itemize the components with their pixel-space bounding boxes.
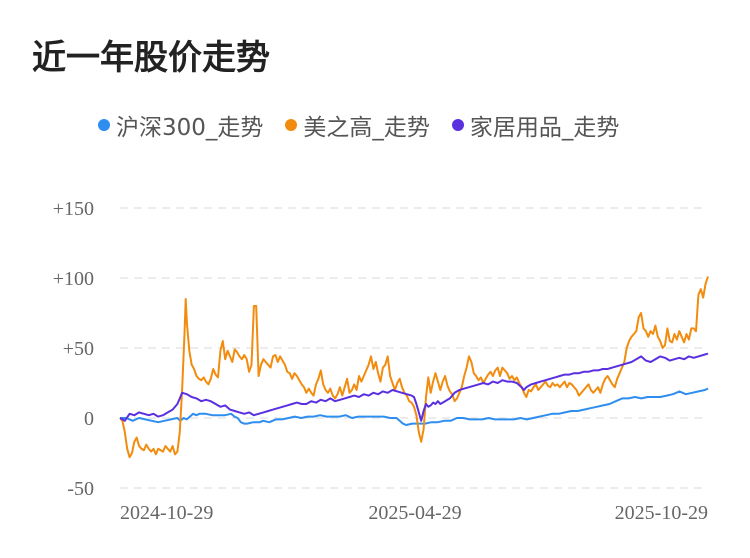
legend-dot-meizhigao — [285, 119, 298, 131]
y-tick-label: +150 — [53, 198, 94, 220]
series-line-home-goods — [119, 352, 709, 422]
chart-title: 近一年股价走势 — [32, 38, 270, 78]
series-line-hs300 — [120, 387, 709, 426]
legend: 沪深300_走势 美之高_走势 家居用品_走势 — [98, 108, 641, 142]
series-line-meizhigao — [119, 276, 709, 459]
legend-item-hs300[interactable]: 沪深300_走势 — [98, 108, 263, 142]
x-tick-label: 2024-10-29 — [120, 502, 213, 524]
y-tick-label: -50 — [67, 478, 94, 500]
legend-item-meizhigao[interactable]: 美之高_走势 — [285, 108, 430, 142]
legend-dot-home-goods — [451, 119, 464, 131]
y-tick-label: 0 — [84, 408, 94, 430]
x-tick-label: 2025-10-29 — [615, 502, 708, 524]
y-tick-label: +50 — [63, 338, 94, 360]
legend-label-hs300: 沪深300_走势 — [116, 115, 264, 141]
legend-item-home-goods[interactable]: 家居用品_走势 — [451, 108, 620, 142]
x-tick-label: 2025-04-29 — [368, 502, 461, 524]
legend-dot-hs300 — [98, 119, 110, 131]
y-tick-label: +100 — [53, 268, 94, 290]
legend-label-meizhigao: 美之高_走势 — [303, 115, 430, 141]
legend-label-home-goods: 家居用品_走势 — [469, 115, 620, 141]
